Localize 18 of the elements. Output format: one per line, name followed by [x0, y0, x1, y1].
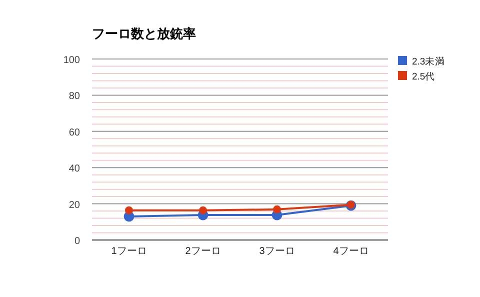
- y-tick-label: 80: [68, 91, 80, 102]
- y-tick-label: 0: [74, 236, 80, 247]
- legend-label: 2.5代: [412, 72, 436, 82]
- legend-item: 2.5代: [398, 71, 436, 82]
- legend-item: 2.3未満: [398, 56, 446, 68]
- chart-title: フーロ数と放銃率: [92, 26, 196, 41]
- x-tick-label: 4フーロ: [333, 246, 369, 257]
- x-tick-label: 2フーロ: [185, 246, 221, 257]
- x-tick-label: 1フーロ: [111, 246, 147, 257]
- point: [199, 206, 207, 214]
- x-tick-label: 3フーロ: [259, 246, 295, 257]
- y-tick-label: 60: [68, 127, 80, 138]
- point: [273, 205, 281, 214]
- y-tick-label: 20: [68, 200, 80, 211]
- point: [125, 206, 133, 214]
- y-tick-label: 40: [68, 164, 80, 175]
- legend-label: 2.3未満: [412, 56, 446, 68]
- y-tick-label: 100: [63, 55, 80, 66]
